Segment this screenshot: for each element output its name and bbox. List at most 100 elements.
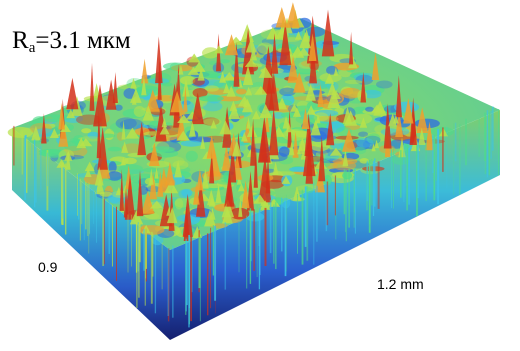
surface-peak bbox=[395, 110, 404, 137]
texture-blotch bbox=[38, 149, 62, 154]
texture-blotch bbox=[123, 157, 137, 165]
surface-peak bbox=[210, 120, 217, 129]
texture-blotch bbox=[204, 85, 219, 92]
texture-blotch bbox=[201, 117, 220, 126]
surface-peak bbox=[327, 81, 338, 96]
texture-blotch bbox=[279, 87, 296, 97]
surface-peak bbox=[299, 32, 312, 49]
surface-peak bbox=[309, 45, 317, 84]
surface-peak bbox=[187, 66, 200, 75]
surface-peak bbox=[333, 66, 338, 76]
surface-peak bbox=[79, 138, 93, 147]
texture-blotch bbox=[296, 100, 309, 112]
surface-peak bbox=[125, 127, 140, 139]
surface-peak bbox=[130, 78, 137, 89]
surface-peak bbox=[266, 26, 280, 40]
texture-blotch bbox=[351, 146, 367, 155]
surface-peak bbox=[285, 122, 292, 133]
surface-peak bbox=[176, 63, 181, 101]
surface-peak bbox=[222, 72, 237, 81]
surface-peak bbox=[58, 102, 65, 130]
texture-blotch bbox=[219, 59, 231, 64]
surface-peak bbox=[178, 64, 184, 75]
surface-peak bbox=[214, 45, 224, 54]
surface-peak bbox=[261, 46, 275, 94]
surface-peak bbox=[269, 107, 279, 156]
surface-peak bbox=[170, 90, 184, 113]
surface-peak bbox=[226, 85, 236, 97]
surface-peak bbox=[245, 86, 253, 96]
texture-blotch bbox=[115, 117, 137, 130]
texture-blotch bbox=[309, 139, 331, 152]
texture-blotch bbox=[323, 175, 332, 186]
texture-blotch bbox=[119, 118, 144, 130]
surface-peak bbox=[281, 175, 291, 184]
surface-peak bbox=[305, 139, 313, 184]
texture-blotch bbox=[202, 47, 219, 59]
surface-peak bbox=[221, 199, 235, 218]
texture-blotch bbox=[365, 106, 374, 112]
surface-peak bbox=[182, 78, 190, 97]
surface-peak bbox=[236, 176, 242, 185]
surface-peak bbox=[237, 96, 251, 107]
surface-peak bbox=[215, 184, 222, 203]
surface-peak bbox=[141, 58, 148, 84]
surface-peak bbox=[123, 184, 128, 193]
surface-peak bbox=[192, 61, 206, 72]
surface-peak bbox=[246, 117, 251, 129]
surface-peak bbox=[228, 105, 241, 120]
surface-peak bbox=[197, 68, 205, 81]
texture-blotch bbox=[358, 131, 369, 137]
surface-peak bbox=[244, 58, 258, 67]
surface-peak bbox=[292, 107, 301, 117]
surface-peak bbox=[292, 131, 299, 158]
surface-peak bbox=[237, 183, 245, 192]
surface-peak bbox=[196, 179, 206, 217]
surface-peak bbox=[188, 121, 196, 137]
texture-blotch bbox=[180, 140, 203, 147]
surface-peak bbox=[287, 55, 299, 83]
texture-blotch bbox=[172, 160, 189, 170]
surface-peak bbox=[310, 119, 321, 136]
surface-peak bbox=[290, 103, 299, 112]
surface-peak bbox=[89, 63, 95, 111]
surface-peak bbox=[258, 66, 273, 78]
surface-peak bbox=[403, 98, 414, 124]
surface-peak bbox=[282, 115, 290, 129]
surface-peak bbox=[301, 108, 310, 129]
surface-peak bbox=[342, 128, 356, 152]
texture-blotch bbox=[185, 150, 198, 162]
surface-peak bbox=[243, 99, 248, 108]
texture-blotch bbox=[236, 88, 247, 95]
surface-peak bbox=[164, 180, 179, 194]
texture-blotch bbox=[362, 89, 382, 99]
surface-peak bbox=[315, 114, 321, 124]
surface-peak bbox=[93, 84, 107, 127]
texture-blotch bbox=[272, 112, 285, 119]
surface-peak bbox=[191, 92, 204, 125]
roughness-value: =3.1 мкм bbox=[35, 27, 131, 54]
texture-blotch bbox=[198, 71, 221, 78]
surface-peak bbox=[193, 182, 200, 205]
surface-peak bbox=[224, 34, 239, 56]
surface-peak bbox=[223, 83, 230, 94]
surface-peak bbox=[209, 150, 215, 184]
surface-peak bbox=[259, 200, 271, 210]
texture-blotch bbox=[192, 88, 208, 98]
texture-blotch bbox=[70, 138, 80, 143]
surface-peak bbox=[148, 168, 154, 185]
surface-peak bbox=[272, 161, 279, 175]
texture-blotch bbox=[108, 161, 117, 174]
surface-peak bbox=[228, 140, 237, 183]
surface-peak bbox=[265, 154, 271, 194]
texture-blotch bbox=[87, 131, 100, 139]
surface-peak bbox=[246, 171, 255, 211]
surface-peak bbox=[60, 124, 71, 132]
surface-peak bbox=[177, 130, 190, 141]
surface-peak bbox=[349, 31, 354, 65]
surface-peak bbox=[161, 117, 168, 128]
surface-peak bbox=[343, 110, 358, 126]
surface-peak bbox=[94, 166, 104, 186]
surface-peak bbox=[120, 156, 126, 166]
